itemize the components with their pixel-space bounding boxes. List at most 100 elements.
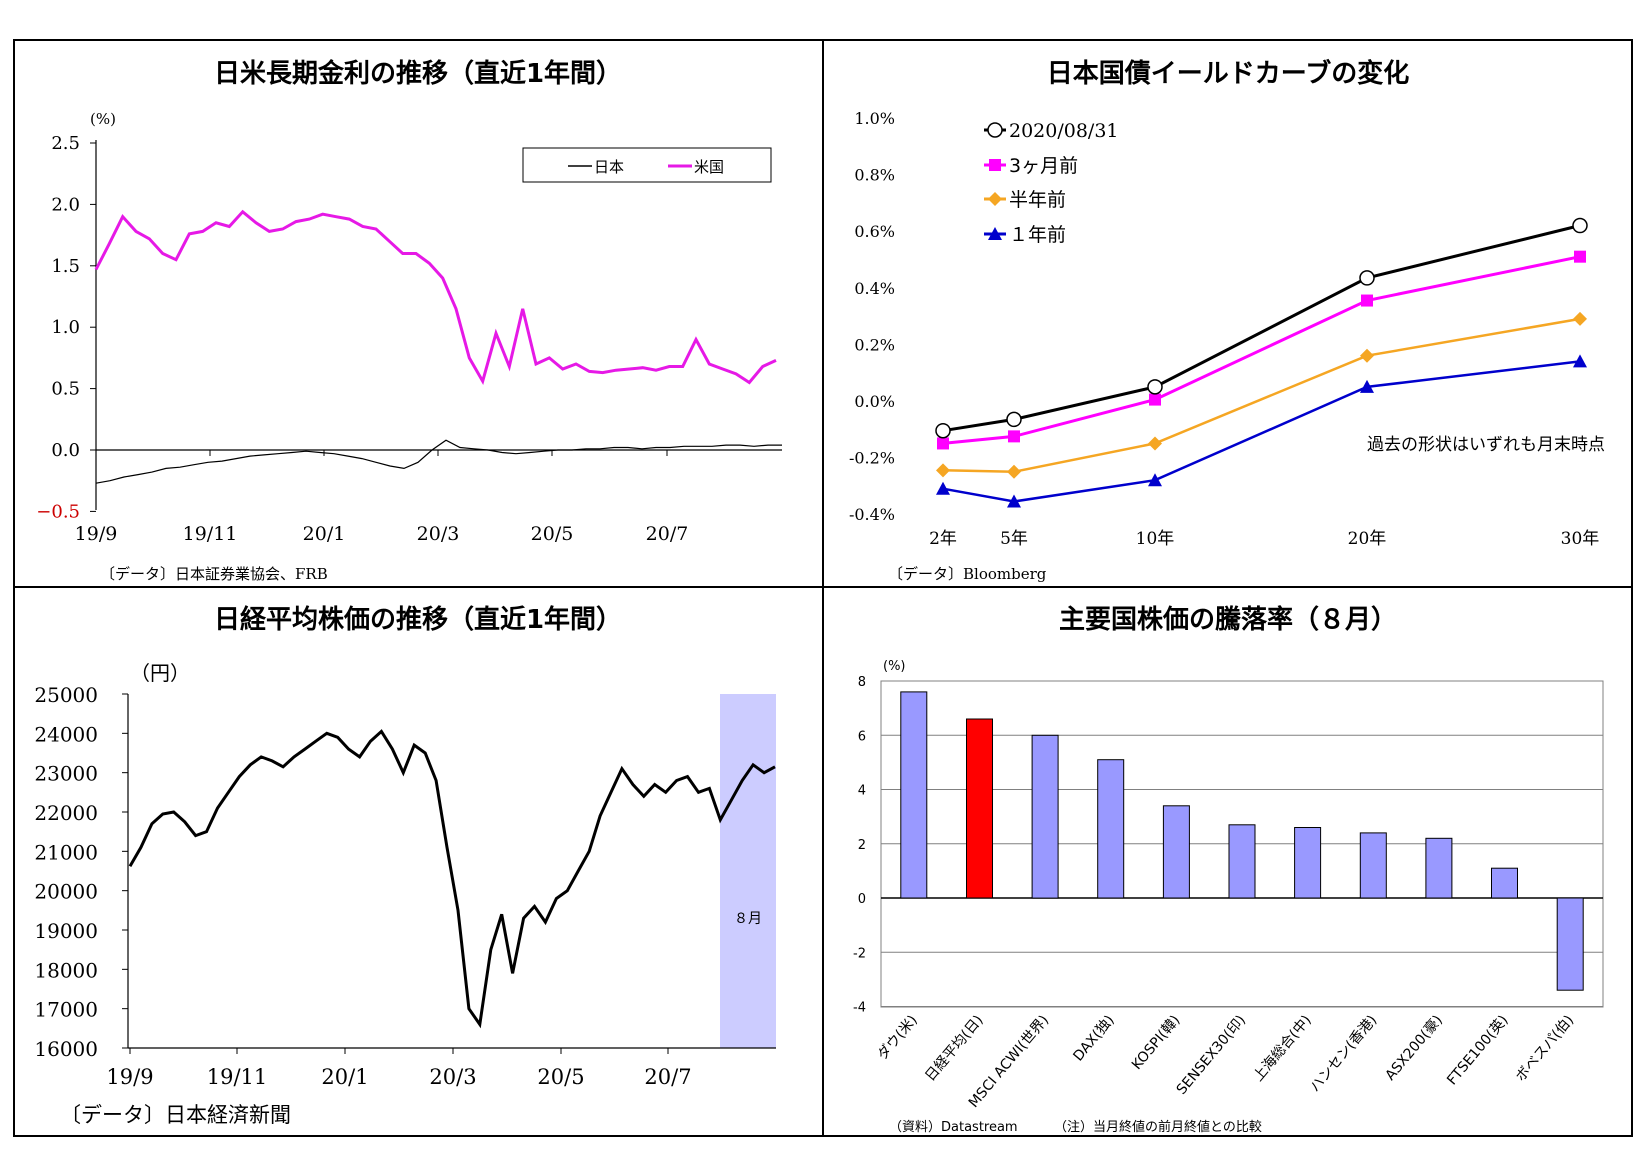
returns-x-tick-label: SENSEX30(印) xyxy=(1174,1012,1249,1098)
nikkei-y-tick-label: 19000 xyxy=(34,919,98,943)
yield-data-point xyxy=(1007,494,1021,508)
yield-y-tick-label: 1.0% xyxy=(854,109,895,128)
returns-y-tick-label: 0 xyxy=(858,892,866,907)
yield-data-point xyxy=(1006,411,1022,428)
returns-bar xyxy=(1294,827,1322,899)
yield-source: 〔データ〕Bloomberg xyxy=(888,565,1047,583)
yield-legend-label: 半年前 xyxy=(1009,189,1066,211)
returns-bar xyxy=(1359,832,1387,899)
yield-x-tick-label: 20年 xyxy=(1348,529,1387,549)
nikkei-y-tick-label: 16000 xyxy=(34,1037,98,1061)
legend-label-us: 米国 xyxy=(694,158,724,176)
returns-y-unit: (%) xyxy=(883,659,906,674)
returns-bar xyxy=(1097,759,1125,899)
nikkei-x-tick-label: 20/5 xyxy=(537,1065,584,1089)
yield-y-tick-label: 0.6% xyxy=(854,222,895,241)
panel-grid xyxy=(13,39,1633,1137)
nikkei-y-tick-label: 18000 xyxy=(34,958,98,982)
legend-box xyxy=(522,147,772,183)
yield-data-point xyxy=(937,437,949,450)
yield-annotation: 過去の形状はいずれも月末時点 xyxy=(1367,435,1605,455)
series-line-japan xyxy=(95,439,782,484)
chart-title-stock-returns: 主要国株価の騰落率（８月） xyxy=(1059,604,1397,635)
rates-x-tick-label: 20/5 xyxy=(531,523,574,545)
returns-x-tick-label: FTSE100(英) xyxy=(1443,1012,1511,1089)
returns-bar xyxy=(1162,805,1190,899)
yield-data-point xyxy=(1573,311,1587,326)
chart-title-yield-curve: 日本国債イールドカーブの変化 xyxy=(1047,58,1409,89)
yield-legend-label: 2020/08/31 xyxy=(1009,120,1119,142)
nikkei-series-line xyxy=(128,729,776,1029)
nikkei-x-tick-label: 20/7 xyxy=(644,1065,691,1089)
returns-bar xyxy=(1425,837,1453,899)
rates-x-tick-label: 20/7 xyxy=(646,523,689,545)
yield-data-point xyxy=(1574,250,1586,263)
returns-x-tick-label: ASX200(豪) xyxy=(1382,1012,1445,1083)
rates-y-tick-label: 2.5 xyxy=(51,133,80,154)
nikkei-x-tick-label: 20/3 xyxy=(429,1065,476,1089)
panel-yield-curve: 日本国債イールドカーブの変化 1.0% 0.8% 0.6% 0.4% 0.2% 0.0% -… xyxy=(849,58,1605,583)
rates-y-tick-label: 1.5 xyxy=(51,256,80,277)
yield-x-tick-label: 10年 xyxy=(1136,529,1175,549)
nikkei-x-ticks: 19/9 19/11 20/1 20/3 20/5 20/7 xyxy=(106,1048,692,1089)
returns-bars xyxy=(900,691,1584,991)
returns-note: （注）当月終値の前月終値との比較 xyxy=(1054,1119,1262,1135)
rates-source: 〔データ〕日本証券業協会、FRB xyxy=(100,565,328,583)
yield-y-tick-label: 0.2% xyxy=(854,335,895,354)
nikkei-y-tick-label: 20000 xyxy=(34,880,98,904)
yield-data-point xyxy=(1359,270,1375,286)
yield-y-tick-label: -0.2% xyxy=(849,449,895,468)
returns-x-tick-label: ハンセン(香港) xyxy=(1307,1012,1380,1095)
yield-data-point xyxy=(1572,217,1588,234)
nikkei-y-tick-label: 17000 xyxy=(34,998,98,1022)
rates-y-tick-label: 0.0 xyxy=(51,440,80,461)
returns-bar xyxy=(900,691,928,899)
yield-data-point xyxy=(1008,430,1020,443)
yield-data-point xyxy=(1149,393,1161,406)
rates-y-unit: (%) xyxy=(90,110,116,128)
yield-x-tick-label: 30年 xyxy=(1561,529,1600,549)
yield-legend-marker xyxy=(989,159,1001,171)
rates-y-tick-label: 2.0 xyxy=(51,194,80,215)
yield-data-point xyxy=(1361,294,1373,307)
nikkei-x-tick-label: 20/1 xyxy=(321,1065,368,1089)
returns-x-tick-label: 上海総合(中) xyxy=(1250,1012,1314,1084)
chart-title-rates: 日米長期金利の推移（直近1年間） xyxy=(214,58,622,89)
returns-y-tick-label: -2 xyxy=(853,946,866,961)
rates-x-tick-label: 20/1 xyxy=(303,523,346,545)
rates-x-tick-label: 19/11 xyxy=(183,523,238,545)
nikkei-source: 〔データ〕日本経済新聞 xyxy=(60,1103,291,1127)
yield-legend-marker xyxy=(988,227,1002,240)
returns-source: （資料）Datastream xyxy=(889,1120,1018,1135)
august-shaded-label: ８月 xyxy=(734,911,762,927)
yield-series-line xyxy=(942,255,1581,445)
yield-y-tick-label: 0.8% xyxy=(854,166,895,185)
series-line-us xyxy=(94,209,777,386)
returns-bar xyxy=(966,718,993,899)
nikkei-y-tick-label: 21000 xyxy=(34,840,98,864)
yield-legend-marker xyxy=(987,122,1003,138)
nikkei-y-tick-label: 24000 xyxy=(34,722,98,746)
returns-x-ticks: ダウ(米) 日経平均(日)MSCI ACWI(世界) DAX(独) KOSPI(韓)S… xyxy=(875,1012,1578,1111)
yield-legend-label: 3ヶ月前 xyxy=(1009,155,1078,177)
panel-rates: 日米長期金利の推移（直近1年間） (%) 2.5 2.0 1.5 1.0 0.5 0.0 −… xyxy=(36,58,782,583)
yield-data-point xyxy=(1148,473,1162,487)
returns-y-tick-label: -4 xyxy=(853,1001,866,1016)
rates-x-tick-label: 19/9 xyxy=(75,523,118,545)
yield-y-tick-label: 0.0% xyxy=(854,392,895,411)
august-shaded-region xyxy=(720,694,776,1048)
returns-y-tick-label: 8 xyxy=(858,675,866,690)
rates-legend: 日本 米国 xyxy=(522,147,772,183)
nikkei-y-tick-label: 23000 xyxy=(34,762,98,786)
nikkei-y-tick-label: 22000 xyxy=(34,801,98,825)
returns-x-tick-label: 日経平均(日) xyxy=(922,1012,986,1084)
yield-data-point xyxy=(1148,436,1162,451)
yield-data-point xyxy=(1007,464,1021,479)
chart-title-nikkei: 日経平均株価の推移（直近1年間） xyxy=(214,604,622,635)
returns-bar xyxy=(1556,897,1584,991)
yield-y-tick-label: -0.4% xyxy=(849,505,895,524)
yield-legend-marker xyxy=(988,192,1002,206)
yield-data-point xyxy=(1360,379,1374,393)
